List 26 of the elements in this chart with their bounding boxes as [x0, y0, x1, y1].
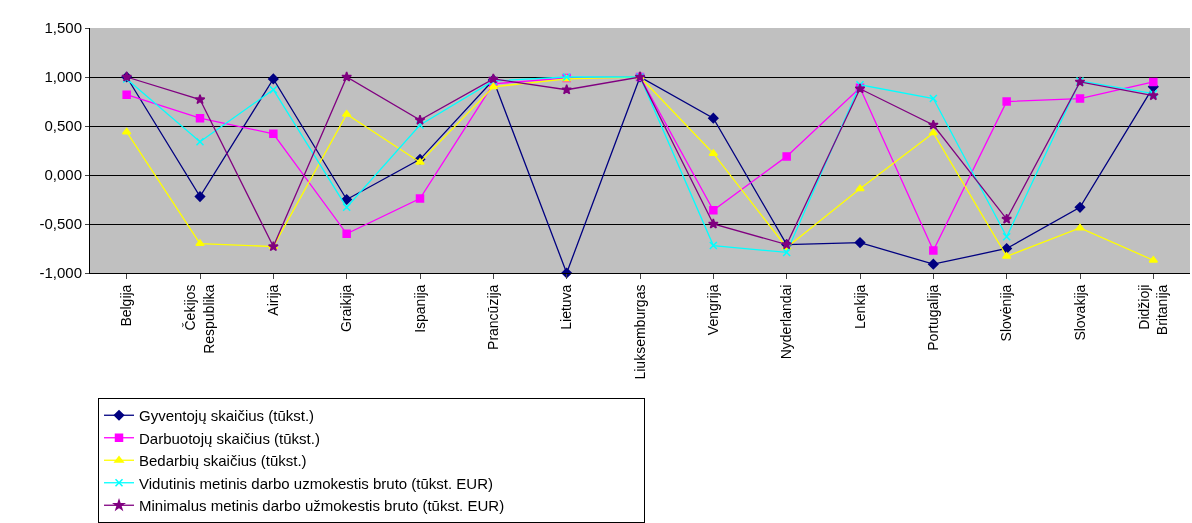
x-tick-label: Prancūzija	[484, 284, 501, 350]
x-tick-label: Graikija	[338, 284, 355, 333]
x-tick-label: Ispanija	[411, 284, 428, 333]
x-tick-label: Čekijos Respublika	[182, 284, 217, 354]
y-tick-label: -1,000	[39, 264, 82, 282]
x-tick-label: Liuksemburgas	[631, 284, 648, 380]
y-tick-label: 0,000	[44, 166, 82, 184]
x-tick-label: Nyderlandai	[778, 284, 795, 360]
x-tick-label: Lenkija	[851, 284, 868, 329]
y-tick-label: -0,500	[39, 215, 82, 233]
legend-label: Vidutinis metinis darbo uzmokestis bruto (tūkst. EUR)	[139, 474, 494, 492]
x-tick-label: Didžioji Britanija	[1135, 284, 1170, 336]
x-tick-label: Slovakija	[1071, 284, 1088, 341]
x-tick-label: Portugalija	[924, 284, 941, 351]
x-tick-label: Airija	[264, 284, 281, 316]
y-tick-label: 1,500	[44, 19, 82, 37]
x-tick-label: Belgija	[118, 284, 135, 327]
x-tick-label: Lietuva	[558, 284, 575, 330]
y-tick-label: 0,500	[44, 117, 82, 135]
legend-label: Darbuotojų skaičius (tūkst.)	[139, 429, 320, 447]
legend-label: Minimalus metinis darbo užmokestis bruto (tūkst. EUR)	[139, 497, 505, 515]
y-tick-label: 1,000	[44, 68, 82, 86]
x-tick-label: Slovėnija	[998, 284, 1015, 342]
x-tick-label: Vengrija	[704, 284, 721, 336]
legend-label: Bedarbių skaičius (tūkst.)	[139, 452, 307, 470]
legend-label: Gyventojų skaičius (tūkst.)	[139, 407, 315, 425]
